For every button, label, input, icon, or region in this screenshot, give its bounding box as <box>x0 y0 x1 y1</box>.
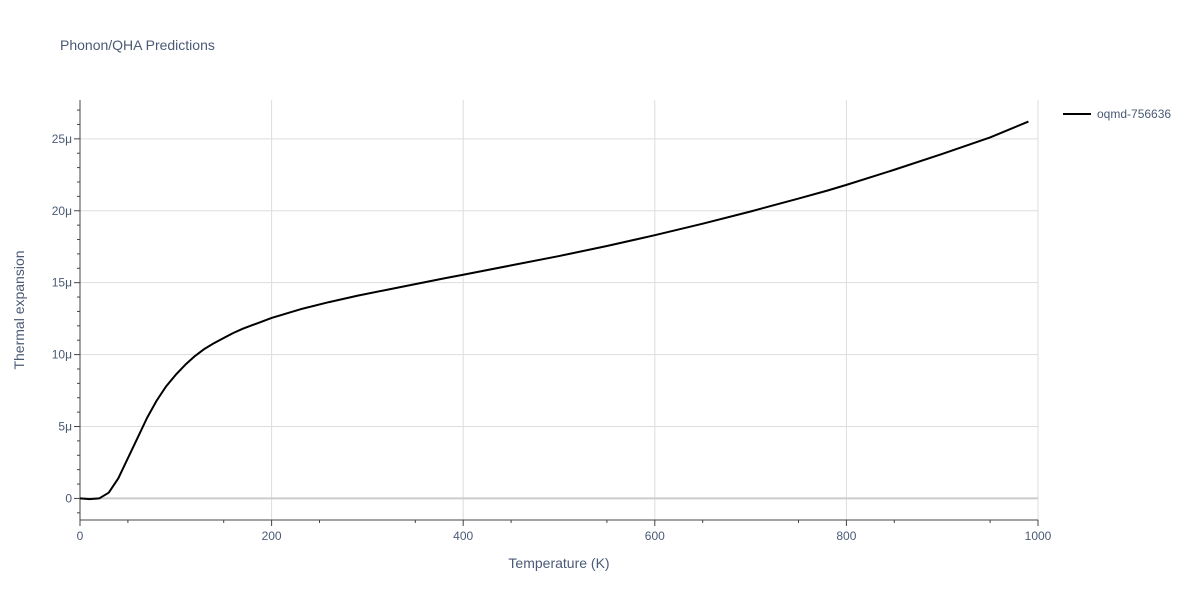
y-tick-label: 5μ <box>58 420 72 434</box>
y-tick-label: 25μ <box>52 132 72 146</box>
x-tick-label: 800 <box>836 529 856 543</box>
x-tick-label: 0 <box>77 529 84 543</box>
x-gridlines <box>271 100 1039 520</box>
x-tick-label: 600 <box>645 529 665 543</box>
legend-label: oqmd-756636 <box>1097 107 1171 121</box>
x-tick-label: 1000 <box>1025 529 1052 543</box>
axes <box>79 100 1038 521</box>
x-tick-label: 200 <box>262 529 282 543</box>
series-line-oqmd-756636 <box>79 120 1029 501</box>
y-gridlines <box>80 138 1038 428</box>
y-tick-label: 15μ <box>52 276 72 290</box>
y-tick-label: 10μ <box>52 348 72 362</box>
legend[interactable]: oqmd-756636 <box>1063 107 1171 121</box>
y-tick-label: 20μ <box>52 204 72 218</box>
y-tick-label: 0 <box>65 491 72 505</box>
series-group <box>79 120 1029 501</box>
x-tick-label: 400 <box>453 529 473 543</box>
y-ticks: 0 5μ 10μ 15μ 20μ 25μ <box>52 109 80 514</box>
chart-title: Phonon/QHA Predictions <box>60 37 215 53</box>
x-ticks: 0 200 400 600 800 1000 <box>77 520 1052 543</box>
y-axis-title: Thermal expansion <box>11 250 27 369</box>
x-axis-title: Temperature (K) <box>508 555 609 571</box>
